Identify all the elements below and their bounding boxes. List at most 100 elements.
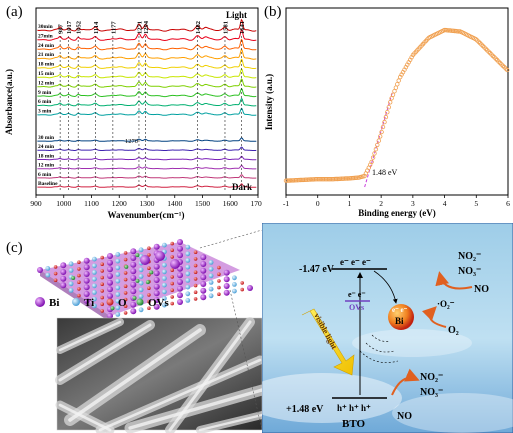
time-label: 30min (38, 24, 53, 30)
crystal-atom (100, 262, 104, 266)
panel-b-x-tick-label: 6 (506, 199, 510, 208)
no2-bottom: NO₂⁻ (420, 372, 443, 383)
crystal-atom (240, 281, 244, 285)
panel-b-point (342, 176, 347, 181)
legend-ti-label: Ti (84, 297, 94, 309)
panel-b-x-tick-label: -1 (283, 199, 289, 208)
panel-b-point (442, 27, 447, 33)
crystal-atom (170, 248, 174, 252)
crystal-atom (115, 258, 121, 264)
crystal-atom (83, 271, 90, 277)
crystal-atom (53, 278, 58, 282)
panel-b-point (333, 176, 339, 182)
crystal-bi-particle (170, 259, 180, 269)
crystal-atom (68, 261, 74, 267)
panel-b-x-tick-label: 4 (443, 199, 447, 208)
crystal-ov (71, 276, 76, 280)
panel-a-x-tick-label: 1600 (223, 199, 238, 208)
panel-a-x-tick-label: 1100 (84, 199, 99, 208)
crystal-atom (193, 263, 198, 268)
crystal-atom (138, 307, 144, 313)
panel-b-point (302, 177, 307, 182)
time-label: 6 min (38, 99, 51, 105)
crystal-atom (200, 261, 207, 267)
crystal-atom (83, 264, 90, 271)
crystal-atom (162, 302, 167, 308)
crystal-atom (115, 265, 121, 271)
crystal-atom (60, 282, 67, 289)
crystal-atom (77, 280, 81, 284)
panel-b-x-tick-label: 3 (411, 199, 415, 208)
crystal-atom (107, 313, 113, 319)
panel-b-point (376, 138, 381, 143)
crystal-atom (153, 263, 160, 270)
panel-b-xlabel: Binding energy (eV) (358, 208, 436, 218)
crystal-atom (153, 283, 160, 290)
panel-a-x-tick-label: 1500 (195, 199, 210, 208)
panel-b-point (316, 176, 321, 182)
crystal-atom (100, 275, 104, 280)
crystal-atom (162, 289, 167, 295)
panel-b-point (318, 176, 323, 182)
crystal-atom (170, 301, 174, 306)
panel-b-point (382, 119, 387, 125)
spectrum-line (37, 164, 257, 170)
panel-b-point (296, 177, 301, 183)
panel-b-point (315, 176, 320, 182)
panel-b-point (346, 176, 351, 181)
crystal-atom (115, 285, 121, 291)
panel-b-point (392, 88, 397, 94)
peak-label: 1294 (143, 20, 150, 34)
crystal-atom (208, 273, 214, 279)
crystal-atom (138, 247, 144, 253)
crystal-atom (185, 258, 191, 263)
crystal-atom (130, 255, 137, 261)
crystal-atom (77, 267, 81, 271)
crystal-atom (232, 288, 237, 294)
crystal-atom (223, 276, 230, 283)
time-label: 30 min (38, 135, 54, 141)
panel-b-point (504, 67, 510, 73)
legend-ovs-icon (136, 298, 144, 306)
crystal-atom (100, 309, 104, 313)
crystal-atom (162, 242, 167, 248)
crystal-atom (107, 259, 113, 266)
panel-b-point (343, 176, 349, 181)
panel-a-x-tick-label: 1000 (56, 199, 71, 208)
no-top: NO (474, 284, 489, 295)
crystal-atom (130, 261, 137, 268)
panel-b-point (455, 29, 460, 34)
sem-image (55, 317, 268, 433)
legend-bi-icon (35, 297, 45, 307)
crystal-atom (60, 269, 67, 275)
crystal-atom (138, 287, 144, 293)
crystal-atom (130, 268, 137, 275)
spectrum-line (37, 97, 257, 107)
crystal-atom (162, 296, 167, 301)
crystal-atom (162, 276, 167, 281)
crystal-atom (115, 278, 121, 284)
panel-c-left: Bi Ti O OVs (35, 230, 268, 433)
crystal-atom (185, 278, 191, 283)
crystal-atom (185, 244, 191, 250)
crystal-atom (123, 311, 128, 315)
crystal-atom (83, 257, 90, 264)
peak-label: 1482 (195, 21, 202, 34)
crystal-atom (217, 285, 221, 290)
panel-b-x-ticks: -1 0 1 2 3 4 5 6 (283, 195, 510, 208)
panel-b-point (293, 177, 299, 183)
panel-b-point (310, 177, 316, 182)
crystal-atom (170, 241, 174, 246)
vb-holes: h⁺ h⁺ h⁺ (337, 403, 371, 413)
legend-o-icon (106, 298, 114, 306)
crystal-atom (123, 297, 128, 302)
crystal-atom (68, 281, 74, 287)
panel-b-point (290, 178, 296, 183)
panel-a-x-tick-label: 1300 (140, 199, 155, 208)
crystal-atom (153, 290, 160, 297)
panel-b-point (337, 176, 343, 181)
crystal-atom (177, 272, 183, 279)
crystal-atom (130, 275, 137, 281)
spectrum-line (37, 107, 257, 116)
no3-top: NO₃⁻ (458, 266, 481, 277)
